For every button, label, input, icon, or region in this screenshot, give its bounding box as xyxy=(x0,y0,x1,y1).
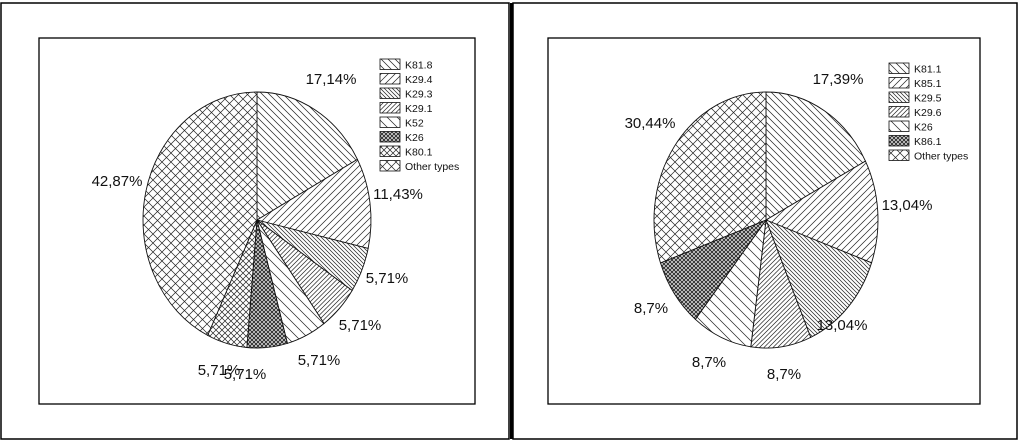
slice-value-label: 17,39% xyxy=(813,71,864,88)
legend-swatch xyxy=(379,102,401,114)
legend-swatch xyxy=(379,145,401,157)
legend-swatch xyxy=(888,77,910,89)
pie-slice-k81-1 xyxy=(765,91,867,221)
left-outer-frame xyxy=(0,2,510,440)
legend-swatch xyxy=(888,91,910,103)
pie-slice-k29-4 xyxy=(255,158,372,250)
legend-swatch xyxy=(379,131,401,143)
legend-label: K29.3 xyxy=(405,89,433,101)
pie-slice-k29-5 xyxy=(765,219,873,338)
legend-swatch xyxy=(379,116,401,128)
legend-swatch xyxy=(888,149,910,161)
slice-value-label: 13,04% xyxy=(817,317,868,334)
legend-label: K85.1 xyxy=(914,78,942,90)
legend-label: K26 xyxy=(914,122,933,134)
slice-value-label: 5,71% xyxy=(339,317,382,334)
pie-slice-k81-8 xyxy=(256,91,358,221)
slice-value-label: 17,14% xyxy=(306,71,357,88)
pie-chart-left: 17,14%11,43%5,71%5,71%5,71%5,71%5,71%42,… xyxy=(92,71,423,383)
slice-value-label: 5,71% xyxy=(366,270,409,287)
slice-value-label: 8,7% xyxy=(634,300,668,317)
slice-value-label: 5,71% xyxy=(198,362,241,379)
pie-slice-other-types xyxy=(653,91,767,264)
legend-label: Other types xyxy=(405,161,459,173)
slice-value-label: 30,44% xyxy=(625,115,676,132)
right-plot-frame xyxy=(547,37,981,405)
legend-swatch xyxy=(379,58,401,70)
legend-right: K81.1 K85.1 K29.5 K29.6 K26 K86.1 Other types xyxy=(888,62,968,163)
slice-value-label: 8,7% xyxy=(692,354,726,371)
legend-label: K29.5 xyxy=(914,93,942,105)
slice-value-label: 11,43% xyxy=(373,186,423,203)
slice-value-label: 5,71% xyxy=(224,366,267,383)
legend-label: K29.6 xyxy=(914,107,942,119)
right-outer-frame xyxy=(512,2,1018,440)
slice-value-label: 5,71% xyxy=(298,352,341,369)
legend-label: K86.1 xyxy=(914,136,942,148)
legend-swatch xyxy=(888,135,910,147)
legend-label: K81.1 xyxy=(914,64,942,76)
legend-swatch xyxy=(379,87,401,99)
legend-left: K81.8 K29.4 K29.3 K29.1 K52 K26 K80.1 Other typ… xyxy=(379,58,459,173)
legend-swatch xyxy=(888,62,910,74)
legend-swatch xyxy=(888,120,910,132)
pie-slice-k85-1 xyxy=(764,160,879,264)
pie-chart-right: 17,39% 13,04% 13,04% 8,7% 8,7% 8,7% 30,44% xyxy=(625,71,933,383)
slice-value-label: 13,04% xyxy=(882,197,933,214)
pie-slice-other-types xyxy=(142,91,258,337)
legend-label: Other types xyxy=(914,151,968,163)
legend-label: K81.8 xyxy=(405,60,433,72)
legend-swatch xyxy=(888,106,910,118)
left-plot-frame xyxy=(38,37,476,405)
legend-label: K26 xyxy=(405,132,424,144)
legend-label: K52 xyxy=(405,118,424,130)
legend-label: K29.4 xyxy=(405,74,433,86)
slice-value-label: 8,7% xyxy=(767,366,801,383)
legend-swatch xyxy=(379,73,401,85)
slice-value-label: 42,87% xyxy=(92,173,143,190)
legend-label: K29.1 xyxy=(405,103,433,115)
legend-swatch xyxy=(379,160,401,172)
legend-label: K80.1 xyxy=(405,147,433,159)
